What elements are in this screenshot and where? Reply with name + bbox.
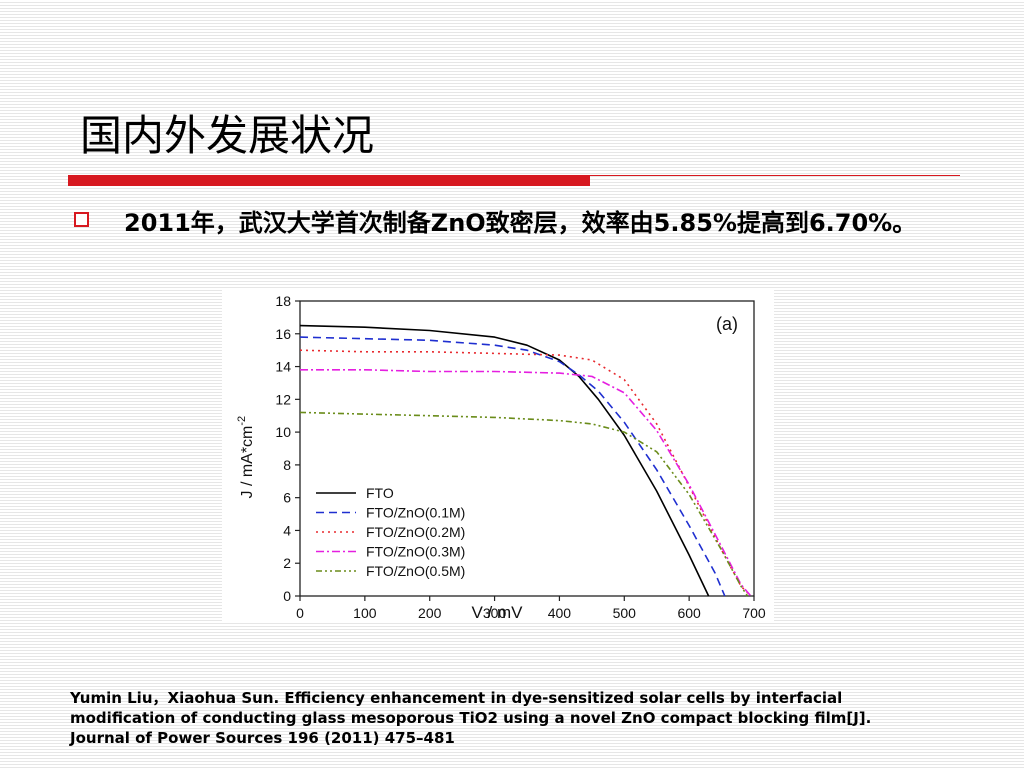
citation-line: Yumin Liu，Xiaohua Sun. Efficiency enhanc… [70,689,843,707]
y-tick-label: 8 [283,457,291,473]
legend-label-1: FTO/ZnO(0.1M) [366,505,465,521]
y-axis-label-superscript: -2 [236,416,248,426]
jv-chart-figure: 0 100 200 300 400 500 600 700 0 2 4 6 8 10 12 14 16 18 FT… [222,289,774,621]
series-line-1 [299,336,726,597]
y-tick-label: 14 [275,359,291,375]
y-axis-label: J / mA*cm-2 [236,416,256,499]
y-tick-label: 10 [275,424,291,440]
y-tick-label: 18 [275,293,291,309]
legend-label-3: FTO/ZnO(0.3M) [366,544,465,560]
panel-label: (a) [716,314,738,334]
x-tick-label: 0 [296,605,304,621]
title-underline-thin [590,175,960,176]
y-tick-label: 4 [283,522,291,538]
y-axis-label-text: J / mA*cm [239,426,256,499]
jv-chart: 0 100 200 300 400 500 600 700 0 2 4 6 8 10 12 14 16 18 FT… [236,293,766,621]
series-line-0 [299,324,710,597]
citation: Yumin Liu，Xiaohua Sun. Efficiency enhanc… [70,688,1000,748]
x-tick-label: 700 [742,605,766,621]
x-tick-label: 600 [677,605,701,621]
plot-frame [299,300,755,597]
series-line-4 [299,411,749,597]
x-axis-label: V / mV [471,603,523,621]
y-tick-label: 6 [283,490,291,506]
y-tick-label: 16 [275,326,291,342]
legend-label-4: FTO/ZnO(0.5M) [366,563,465,579]
x-tick-label: 200 [418,605,442,621]
series-line-3 [300,369,752,597]
y-tick-label: 0 [283,588,291,604]
legend-label-2: FTO/ZnO(0.2M) [366,524,465,540]
citation-line: Journal of Power Sources 196 (2011) 475–… [70,729,455,747]
slide-title: 国内外发展状况 [80,111,375,160]
citation-line: modification of conducting glass mesopor… [70,709,872,727]
x-tick-label: 400 [548,605,572,621]
y-tick-label: 12 [275,391,291,407]
x-tick-label: 300 [483,605,507,621]
title-underline-thick [68,175,590,186]
square-bullet-icon [74,212,89,227]
x-tick-label: 500 [613,605,637,621]
bullet-text: 2011年，武汉大学首次制备ZnO致密层，效率由5.85%提高到6.70%。 [124,209,917,237]
x-tick-label: 100 [353,605,377,621]
legend-label-0: FTO [366,485,394,501]
y-tick-label: 2 [283,555,291,571]
